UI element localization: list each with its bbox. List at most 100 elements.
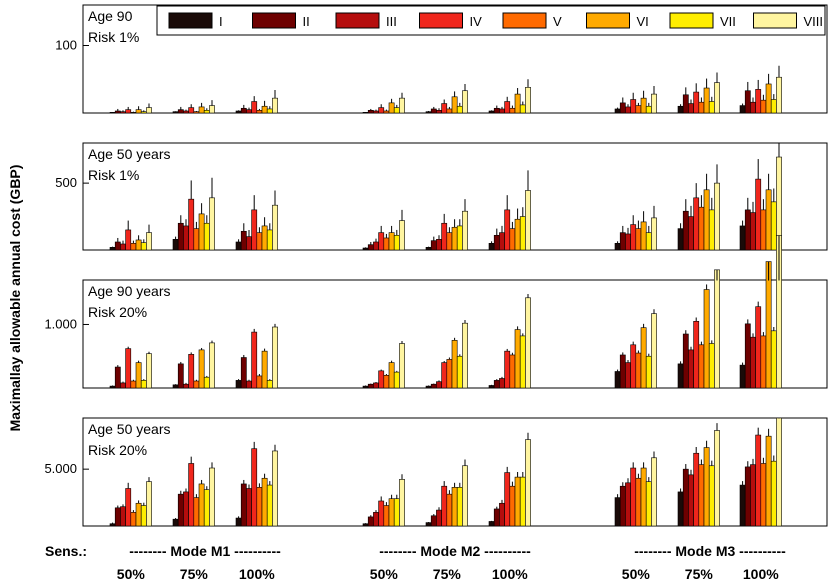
bar-III xyxy=(625,106,631,114)
y-tick-label: 500 xyxy=(55,175,77,190)
legend-swatch-VIII xyxy=(753,12,797,29)
bar-VI xyxy=(640,221,647,251)
bar-II xyxy=(619,232,626,251)
bar-I xyxy=(425,111,432,114)
bar-V xyxy=(383,374,390,389)
bar-VII xyxy=(456,355,463,389)
bar-I xyxy=(425,385,432,389)
legend-swatch-V xyxy=(502,12,547,29)
bar-VI xyxy=(198,106,205,114)
bar-II xyxy=(493,380,500,389)
sens-value-label: 75% xyxy=(685,566,714,582)
panel-1: 100 Age 90 Risk 1% xyxy=(55,4,828,114)
bar-IV xyxy=(755,89,762,114)
bar-III xyxy=(246,236,252,251)
bar-V xyxy=(509,107,516,114)
bar-V xyxy=(635,477,642,527)
y-tick-label: 5.000 xyxy=(44,461,77,476)
legend-swatch-VII xyxy=(669,12,714,29)
bar-VII xyxy=(456,487,463,527)
bar-IV xyxy=(378,370,385,389)
bar-III xyxy=(688,103,694,114)
legend-label-V: V xyxy=(553,14,562,29)
bar-I xyxy=(362,385,369,389)
bar-VIII xyxy=(399,220,405,251)
bar-II xyxy=(619,354,626,389)
bar-IV xyxy=(378,232,385,251)
bar-V xyxy=(446,108,453,114)
legend-label-I: I xyxy=(219,14,223,29)
bar-VI xyxy=(198,349,205,389)
bar-V xyxy=(635,105,642,114)
bar-I xyxy=(362,112,369,114)
bar-VI xyxy=(640,97,647,114)
bar-I xyxy=(172,239,179,251)
bar-VI xyxy=(514,93,521,114)
bar-III xyxy=(499,232,505,251)
bar-I xyxy=(362,523,369,527)
bar-V xyxy=(509,228,516,251)
bar-VIII xyxy=(272,450,278,527)
bar-II xyxy=(493,508,500,527)
bar-VIII xyxy=(651,313,657,389)
bar-VII xyxy=(456,105,463,114)
bar-I xyxy=(109,523,116,527)
bar-IV xyxy=(693,452,700,527)
bar-VI xyxy=(703,447,710,527)
bar-I xyxy=(677,228,684,251)
bar-V xyxy=(698,344,705,389)
bar-III xyxy=(246,109,252,114)
bar-II xyxy=(493,234,500,251)
bar-IV xyxy=(251,331,258,389)
bar-II xyxy=(682,210,689,251)
panel-title-line: Risk 20% xyxy=(88,304,147,320)
sens-value-label: 75% xyxy=(433,566,462,582)
bar-III xyxy=(373,382,379,389)
bar-IV xyxy=(251,101,258,114)
bar-II xyxy=(744,466,751,527)
bar-VI xyxy=(261,477,268,527)
bar-VI xyxy=(135,502,142,527)
bar-V xyxy=(698,206,705,251)
bar-V xyxy=(256,375,263,389)
bar-V xyxy=(760,209,767,251)
bar-VI xyxy=(514,476,521,527)
bar-I xyxy=(425,522,432,527)
bar-VII xyxy=(770,330,777,389)
bar-V xyxy=(193,497,200,527)
bar-VII xyxy=(203,110,210,114)
bar-VII xyxy=(519,335,526,389)
legend-label-IV: IV xyxy=(470,14,483,29)
bar-IV xyxy=(378,107,385,114)
panel-title-line: Risk 20% xyxy=(88,442,147,458)
bar-II xyxy=(114,507,121,527)
bar-II xyxy=(367,516,374,527)
panel-3: 1.000 Age 90 years Risk 20% xyxy=(44,235,828,389)
bar-V xyxy=(383,505,390,527)
panel-2: 500 Age 50 years Risk 1% xyxy=(55,142,828,251)
bar-III xyxy=(120,243,126,251)
bar-I xyxy=(739,484,746,527)
bar-VI xyxy=(261,105,268,114)
bar-IV xyxy=(504,472,511,527)
bar-II xyxy=(177,222,184,251)
bar-IV xyxy=(378,500,385,527)
bar-III xyxy=(183,225,189,251)
bar-VIII xyxy=(399,343,405,389)
bar-VI xyxy=(135,239,142,251)
bar-III xyxy=(499,378,505,389)
bar-VIII xyxy=(462,322,468,389)
y-axis-label: Maximallay allowable annual cost (GBP) xyxy=(7,165,23,432)
bar-II xyxy=(367,110,374,114)
bar-VIII xyxy=(714,269,720,389)
bar-VII xyxy=(140,242,147,251)
legend-swatch-VI xyxy=(586,12,630,29)
bar-V xyxy=(256,110,263,114)
bar-VIII xyxy=(776,76,782,114)
bar-V xyxy=(446,359,453,389)
bar-III xyxy=(750,101,756,114)
sens-value-label: 50% xyxy=(622,566,651,582)
legend-label-VI: VI xyxy=(637,14,649,29)
legend-swatch-II xyxy=(252,12,296,29)
panel-title-line: Age 90 years xyxy=(88,283,171,299)
